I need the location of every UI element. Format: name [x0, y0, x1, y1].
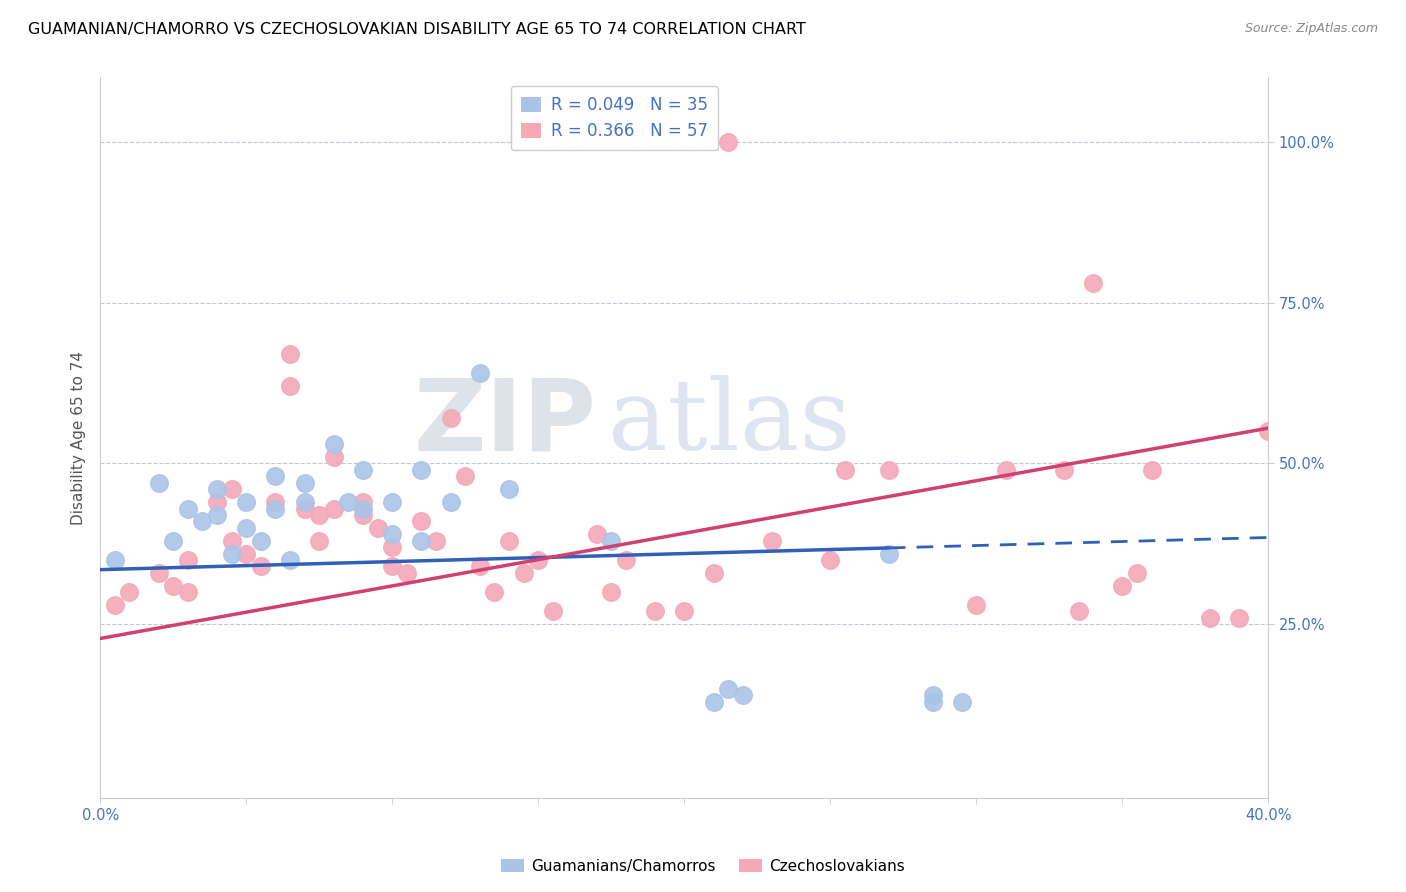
Text: GUAMANIAN/CHAMORRO VS CZECHOSLOVAKIAN DISABILITY AGE 65 TO 74 CORRELATION CHART: GUAMANIAN/CHAMORRO VS CZECHOSLOVAKIAN DI…: [28, 22, 806, 37]
Legend: R = 0.049   N = 35, R = 0.366   N = 57: R = 0.049 N = 35, R = 0.366 N = 57: [510, 86, 717, 150]
Point: [294, 501, 316, 516]
Point: [278, 347, 301, 361]
Point: [235, 547, 257, 561]
Point: [527, 553, 550, 567]
Point: [264, 501, 287, 516]
Point: [585, 527, 607, 541]
Point: [162, 533, 184, 548]
Point: [644, 605, 666, 619]
Point: [148, 475, 170, 490]
Point: [235, 495, 257, 509]
Point: [877, 547, 900, 561]
Point: [440, 411, 463, 425]
Point: [950, 694, 973, 708]
Point: [352, 463, 374, 477]
Point: [468, 367, 491, 381]
Point: [221, 533, 243, 548]
Point: [1257, 425, 1279, 439]
Point: [454, 469, 477, 483]
Point: [322, 501, 344, 516]
Point: [352, 508, 374, 522]
Point: [702, 694, 724, 708]
Point: [352, 495, 374, 509]
Point: [381, 540, 404, 554]
Point: [205, 495, 228, 509]
Point: [337, 495, 360, 509]
Point: [235, 521, 257, 535]
Point: [381, 527, 404, 541]
Point: [614, 553, 637, 567]
Point: [1199, 611, 1222, 625]
Point: [994, 463, 1017, 477]
Point: [278, 379, 301, 393]
Point: [205, 508, 228, 522]
Point: [702, 566, 724, 580]
Point: [1083, 277, 1105, 291]
Point: [600, 585, 623, 599]
Point: [1067, 605, 1090, 619]
Point: [177, 585, 200, 599]
Point: [104, 553, 127, 567]
Point: [877, 463, 900, 477]
Point: [308, 508, 330, 522]
Point: [118, 585, 141, 599]
Point: [381, 495, 404, 509]
Point: [381, 559, 404, 574]
Point: [278, 553, 301, 567]
Point: [221, 482, 243, 496]
Point: [484, 585, 506, 599]
Point: [352, 501, 374, 516]
Point: [717, 135, 740, 149]
Point: [367, 521, 389, 535]
Point: [294, 475, 316, 490]
Point: [1111, 579, 1133, 593]
Point: [264, 495, 287, 509]
Point: [512, 566, 534, 580]
Point: [425, 533, 447, 548]
Point: [205, 482, 228, 496]
Point: [1126, 566, 1149, 580]
Text: ZIP: ZIP: [413, 375, 596, 472]
Point: [600, 533, 623, 548]
Point: [468, 559, 491, 574]
Y-axis label: Disability Age 65 to 74: Disability Age 65 to 74: [72, 351, 86, 524]
Point: [820, 553, 842, 567]
Point: [965, 598, 987, 612]
Point: [761, 533, 783, 548]
Point: [921, 694, 943, 708]
Point: [1227, 611, 1250, 625]
Point: [249, 559, 271, 574]
Point: [322, 450, 344, 464]
Point: [731, 688, 754, 702]
Point: [264, 469, 287, 483]
Point: [104, 598, 127, 612]
Point: [921, 688, 943, 702]
Point: [834, 463, 856, 477]
Point: [411, 533, 433, 548]
Point: [498, 533, 520, 548]
Point: [411, 463, 433, 477]
Point: [249, 533, 271, 548]
Point: [162, 579, 184, 593]
Point: [440, 495, 463, 509]
Point: [395, 566, 418, 580]
Legend: Guamanians/Chamorros, Czechoslovakians: Guamanians/Chamorros, Czechoslovakians: [495, 853, 911, 880]
Point: [177, 501, 200, 516]
Point: [673, 605, 696, 619]
Point: [308, 533, 330, 548]
Point: [541, 605, 564, 619]
Text: atlas: atlas: [609, 376, 851, 471]
Point: [177, 553, 200, 567]
Point: [411, 515, 433, 529]
Point: [1140, 463, 1163, 477]
Text: Source: ZipAtlas.com: Source: ZipAtlas.com: [1244, 22, 1378, 36]
Point: [717, 681, 740, 696]
Point: [1053, 463, 1076, 477]
Point: [191, 515, 214, 529]
Point: [294, 495, 316, 509]
Point: [221, 547, 243, 561]
Point: [148, 566, 170, 580]
Point: [322, 437, 344, 451]
Point: [498, 482, 520, 496]
